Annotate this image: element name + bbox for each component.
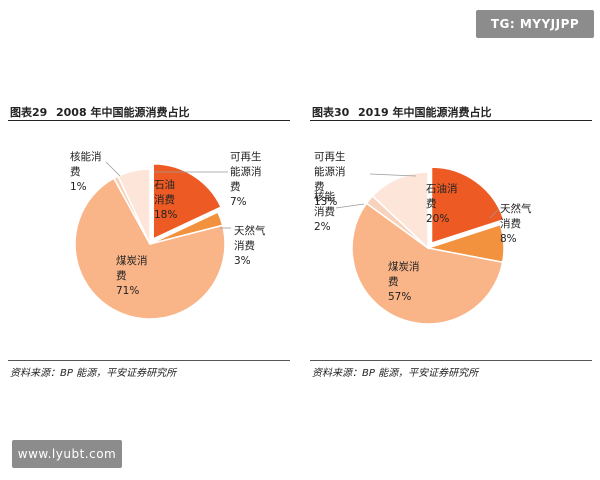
pie-chart-2019: 石油消费 20% 天然气消费 8% 煤炭消费 57% 核能消费 2%可再生能源消费 13% (314, 150, 532, 325)
figure-header: 图表30 2019 年中国能源消费占比 (310, 104, 592, 121)
slice-label-gas: 天然气消费 3% (234, 224, 266, 267)
figure-number: 图表30 (312, 106, 350, 119)
figure-source: 资料来源：BP 能源，平安证券研究所 (8, 360, 290, 379)
source-text: 资料来源：BP 能源，平安证券研究所 (312, 368, 479, 379)
figure-source: 资料来源：BP 能源，平安证券研究所 (310, 360, 592, 379)
figure-number: 图表29 (10, 106, 48, 119)
watermark-bottom: www.lyubt.com (12, 440, 122, 468)
pie-slice-coal (74, 177, 226, 320)
leader-line (105, 161, 121, 177)
pie-chart-2008: 石油消费 18% 天然气消费 3% 煤炭消费 71% 核能消费 1% 可再生能源消费 7% (70, 150, 266, 320)
pie-slice-oil (152, 163, 223, 241)
slice-label-renewable: 可再生能源消费 7% (230, 150, 262, 208)
slice-label-nuclear: 核能消费 2% (314, 190, 335, 233)
slice-label-gas: 天然气消费 8% (500, 202, 532, 245)
leader-line (335, 203, 365, 209)
figure-header: 图表29 2008 年中国能源消费占比 (8, 104, 290, 121)
slice-label-renewable: 可再生能源消费 13% (314, 150, 346, 208)
slice-label-coal: 煤炭消费 57% (388, 260, 420, 303)
pie-slice-coal (351, 202, 504, 325)
figure-title: 2019 年中国能源消费占比 (358, 106, 492, 119)
slice-label-nuclear: 核能消费 1% (70, 150, 102, 193)
pie-slice-oil (430, 166, 505, 245)
pie-slice-renewable (117, 168, 151, 245)
leader-line (489, 209, 499, 219)
source-text: 资料来源：BP 能源，平安证券研究所 (10, 368, 177, 379)
slice-label-oil: 石油消费 20% (426, 182, 458, 225)
figure-2019-panel: 图表30 2019 年中国能源消费占比 石油消费 20% 天然气消费 8% 煤炭消费 57… (310, 104, 592, 380)
leader-line (369, 173, 417, 177)
figure-2008-panel: 图表29 2008 年中国能源消费占比 石油消费 18% 天然气消费 3% 煤炭消费 71… (8, 104, 290, 380)
watermark-top: TG: MYYJJPP (476, 10, 594, 38)
slice-label-coal: 煤炭消费 71% (116, 254, 148, 297)
pie-slice-renewable (371, 171, 429, 250)
figure-title: 2008 年中国能源消费占比 (56, 106, 190, 119)
slice-label-oil: 石油消费 18% (154, 178, 177, 221)
